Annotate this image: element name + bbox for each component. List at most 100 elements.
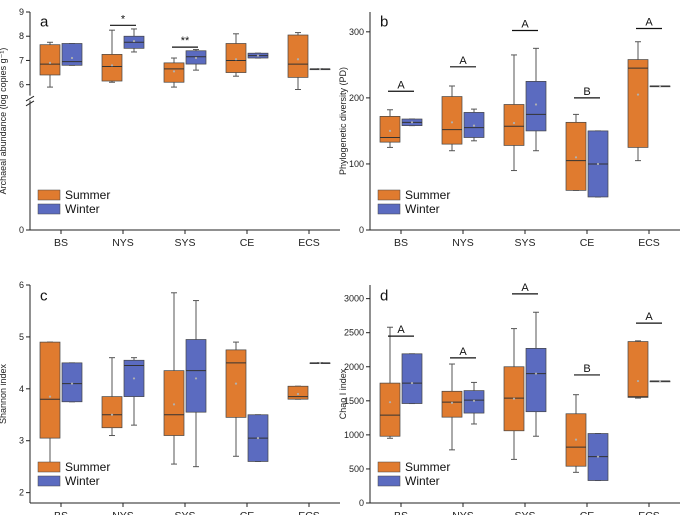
box-summer-ECS	[627, 41, 649, 162]
x-tick-label: ECS	[298, 510, 320, 515]
box-winter-BS	[61, 42, 83, 66]
mean-marker	[410, 382, 414, 385]
x-tick-label: NYS	[112, 510, 134, 515]
mean-marker	[234, 382, 238, 385]
box-summer-SYS	[163, 292, 185, 465]
axis-break-mark	[25, 100, 35, 107]
significance-label: B	[583, 363, 590, 375]
mean-marker	[574, 438, 578, 441]
box-summer-BS	[379, 326, 401, 439]
legend-swatch-winter	[37, 203, 61, 215]
mean-marker	[574, 156, 578, 159]
mean-marker	[472, 124, 476, 127]
box-body	[503, 104, 525, 146]
y-tick-label: 0	[359, 225, 364, 235]
y-tick-label: 3000	[344, 294, 364, 304]
box-body	[163, 370, 185, 436]
y-tick-label: 8	[19, 31, 24, 41]
box-winter-SYS	[525, 311, 547, 437]
x-tick-label: BS	[394, 237, 408, 249]
significance-label: A	[645, 311, 653, 323]
y-tick-label: 300	[349, 27, 364, 37]
significance-label: A	[521, 282, 529, 294]
y-tick-label: 2	[19, 488, 24, 498]
box-summer-ECS	[627, 340, 649, 399]
box-summer-CE	[565, 394, 587, 473]
box-body	[627, 341, 649, 398]
mean-marker	[256, 437, 260, 440]
axis-break-mark	[25, 95, 35, 102]
box-body	[401, 353, 423, 404]
mean-marker	[450, 401, 454, 404]
box-body	[379, 382, 401, 437]
box-winter-NYS	[123, 28, 145, 53]
mean-marker	[658, 379, 662, 383]
mean-marker	[318, 67, 322, 71]
box-winter-BS	[401, 353, 423, 405]
mean-marker	[194, 56, 198, 60]
legend-label-winter: Winter	[65, 474, 100, 488]
legend-swatch-summer	[37, 189, 61, 201]
box-body	[101, 54, 123, 82]
panel-d: d Chao I index 0 500 1000 1500 2000 2500 3000 BS N…	[338, 282, 680, 515]
mean-marker	[110, 64, 114, 67]
box-winter-ECS	[309, 361, 331, 365]
y-tick-label: 500	[349, 464, 364, 474]
x-tick-label: NYS	[452, 237, 474, 249]
box-winter-CE	[587, 130, 609, 198]
mean-marker	[410, 121, 414, 124]
significance-label: A	[645, 17, 653, 29]
legend-swatch-summer	[377, 461, 401, 473]
legend-swatch-summer	[37, 461, 61, 473]
mean-marker	[48, 61, 52, 64]
box-winter-SYS	[185, 49, 207, 71]
y-tick-label: 7	[19, 55, 24, 65]
y-tick-label: 4	[19, 384, 24, 394]
box-summer-CE	[225, 341, 247, 457]
box-summer-SYS	[503, 54, 525, 172]
box-body	[287, 34, 309, 78]
panel-label: b	[380, 13, 388, 30]
x-tick-label: BS	[54, 237, 68, 249]
mean-marker	[450, 121, 454, 124]
mean-marker	[296, 58, 300, 61]
box-summer-NYS	[101, 29, 123, 83]
box-body	[441, 390, 463, 418]
x-tick-label: BS	[394, 510, 408, 515]
box-summer-ECS	[287, 32, 309, 91]
box-body	[101, 396, 123, 429]
mean-marker	[194, 377, 198, 380]
mean-marker	[472, 399, 476, 402]
legend-swatch-winter	[37, 475, 61, 487]
legend-label-summer: Summer	[405, 188, 450, 202]
box-winter-CE	[247, 52, 269, 59]
y-tick-label: 100	[349, 159, 364, 169]
mean-marker	[534, 103, 538, 106]
box-body	[441, 96, 463, 145]
mean-marker	[132, 39, 136, 43]
y-tick-label: 3	[19, 436, 24, 446]
box-summer-SYS	[163, 57, 185, 88]
y-tick-label: 0	[359, 498, 364, 508]
box-body	[61, 43, 83, 66]
x-tick-label: ECS	[298, 237, 320, 249]
x-tick-label: SYS	[514, 510, 535, 515]
mean-marker	[388, 129, 392, 133]
box-body	[525, 348, 547, 413]
significance-label: A	[521, 18, 529, 30]
legend-label-summer: Summer	[65, 460, 110, 474]
y-tick-label: 9	[19, 7, 24, 17]
y-axis-label: Chao I index	[338, 368, 348, 419]
box-winter-SYS	[185, 300, 207, 468]
y-tick-label: 0	[19, 225, 24, 235]
box-summer-BS	[39, 41, 61, 88]
x-tick-label: BS	[54, 510, 68, 515]
mean-marker	[172, 403, 176, 406]
x-tick-label: SYS	[514, 237, 535, 249]
mean-marker	[172, 70, 176, 73]
x-tick-label: CE	[240, 237, 255, 249]
box-body	[39, 44, 61, 76]
box-winter-NYS	[463, 381, 485, 425]
mean-marker	[658, 84, 662, 88]
